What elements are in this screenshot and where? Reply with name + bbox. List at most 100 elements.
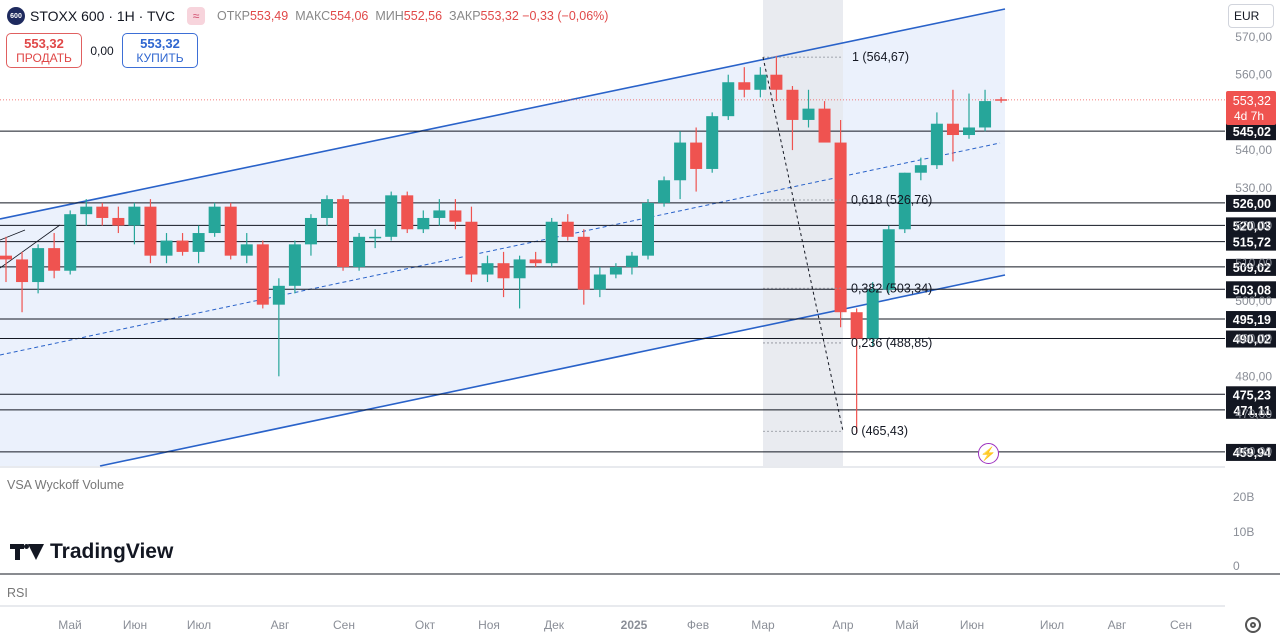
buy-button[interactable]: 553,32 КУПИТЬ	[122, 33, 198, 68]
candle-body	[433, 210, 446, 218]
symbol-logo[interactable]: 600	[7, 7, 25, 25]
level-tag-label: 503,08	[1233, 283, 1271, 297]
candle-body	[529, 259, 542, 264]
candle-body	[593, 274, 606, 290]
time-tick-label: Июн	[123, 618, 147, 632]
candle-body	[642, 202, 654, 256]
current-price-tag	[1226, 91, 1276, 125]
candle-body	[272, 285, 285, 305]
sell-label: ПРОДАТЬ	[16, 50, 72, 65]
candle-body	[481, 263, 494, 275]
level-tag	[1226, 311, 1276, 329]
candle-body	[625, 255, 638, 267]
candle-body	[834, 142, 847, 313]
level-tag	[1226, 330, 1276, 348]
price-tick-label: 510,00	[1235, 256, 1272, 270]
time-tick-label: Май	[895, 618, 919, 632]
level-tag-label: 509,02	[1233, 261, 1271, 275]
trend-segment	[0, 229, 26, 241]
candle-body	[16, 259, 29, 283]
fib-level-label: 0 (465,43)	[851, 424, 908, 438]
tradingview-logo[interactable]: TradingView	[10, 540, 173, 564]
candle-body	[946, 123, 959, 136]
candle-body	[577, 236, 590, 290]
ohlc-close: ЗАКР553,32 −0,33 (−0,06%)	[449, 9, 609, 23]
level-tag-label: 459,94	[1233, 446, 1271, 460]
ohlc-low: МИН552,56	[375, 9, 443, 23]
time-tick-label: Ноя	[478, 618, 500, 632]
channel-lower-line	[99, 274, 1006, 467]
time-tick-label: Авг	[271, 618, 290, 632]
price-tick-label: 490,00	[1235, 332, 1272, 346]
level-tag	[1226, 123, 1276, 141]
level-tag	[1226, 258, 1276, 276]
level-tag-label: 515,72	[1233, 236, 1271, 250]
price-tick-label: 530,00	[1235, 181, 1272, 195]
candle-body	[288, 244, 301, 286]
candle-body	[160, 240, 173, 256]
price-tick-label: 500,00	[1235, 294, 1272, 308]
candle-body	[963, 127, 975, 136]
price-tick-label: 520,00	[1235, 219, 1272, 233]
fib-level-label: 1 (564,67)	[852, 50, 909, 64]
vsa-indicator-label[interactable]: VSA Wyckoff Volume	[7, 478, 125, 492]
candle-body	[465, 221, 478, 275]
currency-select[interactable]: EUR	[1228, 4, 1274, 28]
time-tick-label: Авг	[1108, 618, 1127, 632]
candle-body	[32, 248, 45, 283]
candle-body	[658, 180, 671, 203]
level-tag	[1226, 401, 1276, 419]
volume-tick-label: 10B	[1233, 525, 1254, 539]
candle-body	[417, 217, 430, 230]
level-tag	[1226, 443, 1276, 461]
countdown-label: 4d 7h	[1234, 109, 1264, 123]
candle-body	[144, 206, 157, 256]
time-tick-label: Июн	[960, 618, 984, 632]
settings-icon[interactable]	[1245, 617, 1261, 633]
time-tick-label: Сен	[1170, 618, 1192, 632]
current-price-label: 553,32	[1233, 94, 1271, 108]
candle-body	[48, 248, 61, 271]
candle-body	[979, 101, 992, 128]
candle-body	[738, 82, 751, 90]
candle-body	[914, 165, 927, 173]
buy-price: 553,32	[140, 35, 180, 51]
time-tick-label: Дек	[544, 618, 565, 632]
fib-zone	[763, 0, 843, 466]
wave-icon[interactable]: ≈	[186, 7, 205, 25]
volume-tick-label: 0	[1233, 559, 1240, 573]
time-tick-label: Май	[58, 618, 82, 632]
rsi-indicator-label[interactable]: RSI	[7, 586, 28, 600]
candle-body	[882, 229, 895, 290]
level-tag	[1226, 194, 1276, 212]
level-tag	[1226, 233, 1276, 251]
candle-body	[930, 123, 943, 166]
sell-button[interactable]: 553,32 ПРОДАТЬ	[6, 33, 82, 68]
time-tick-label: Июл	[187, 618, 211, 632]
tradingview-logo-icon	[10, 541, 44, 563]
candle-body	[561, 221, 574, 237]
time-tick-label: Окт	[415, 618, 436, 632]
symbol-title[interactable]: STOXX 600 · 1H · TVC	[30, 8, 175, 24]
time-tick-label: Сен	[333, 618, 355, 632]
level-tag-label: 520,03	[1233, 219, 1271, 233]
price-tick-label: 570,00	[1235, 30, 1272, 44]
price-tick-label: 540,00	[1235, 143, 1272, 157]
spread-value: 0,00	[90, 43, 114, 58]
time-tick-label: Фев	[687, 618, 709, 632]
candle-body	[321, 199, 333, 218]
candle-body	[256, 244, 269, 305]
candle-body	[224, 206, 237, 256]
level-tag-label: 471,11	[1233, 404, 1271, 418]
lightning-icon[interactable]: ⚡	[978, 443, 999, 464]
price-tick-label: 560,00	[1235, 68, 1272, 82]
level-tag-label: 526,00	[1233, 197, 1271, 211]
level-tag	[1226, 386, 1276, 404]
candle-body	[192, 233, 205, 252]
brand-name: TradingView	[50, 540, 174, 563]
time-tick-label: Апр	[832, 618, 854, 632]
channel-fill	[0, 9, 1005, 466]
candle-body	[545, 221, 558, 264]
time-tick-label: Мар	[751, 618, 775, 632]
